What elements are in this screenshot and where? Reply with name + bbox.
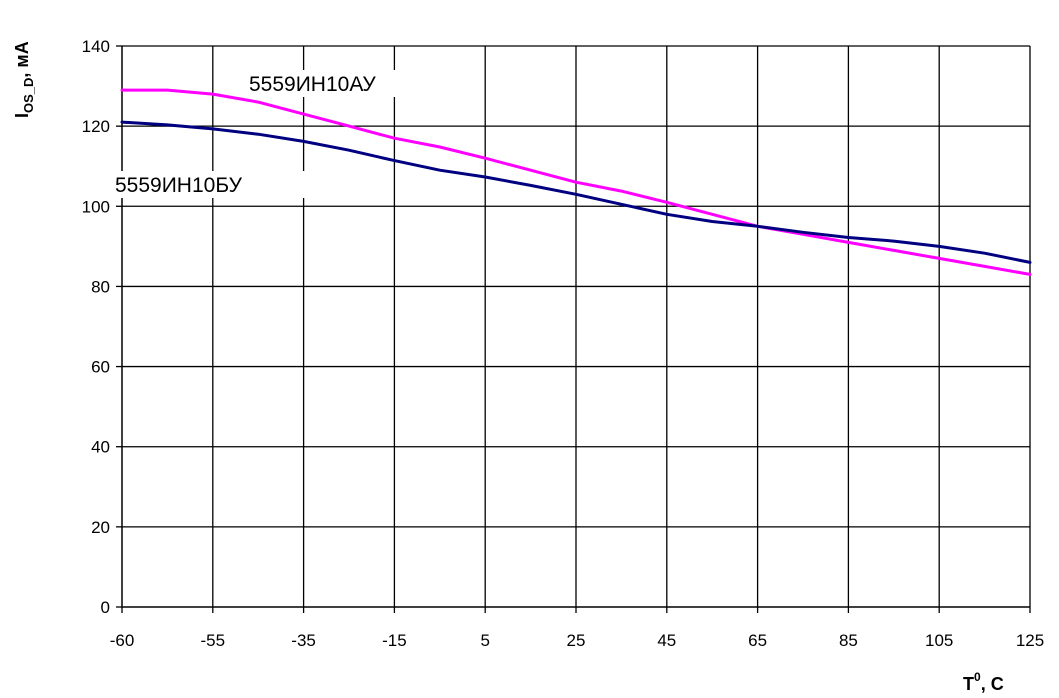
series-line-b (120, 120, 1032, 264)
grid (122, 45, 1031, 607)
x-axis-label: T0, C (963, 670, 1004, 694)
y-tick-label: 60 (91, 358, 110, 377)
x-tick-label: -15 (382, 631, 407, 650)
x-tick-label: 5 (480, 631, 489, 650)
y-tick-label: 0 (101, 598, 110, 617)
series-label-group-a: 5559ИН10АУ (247, 70, 433, 97)
y-tick-label: 40 (91, 438, 110, 457)
x-tick-label: 125 (1016, 631, 1044, 650)
y-tick-label: 140 (82, 37, 110, 56)
x-tick-label: 85 (839, 631, 858, 650)
series-lines (120, 88, 1032, 276)
axes (116, 45, 1031, 613)
y-tick-label: 100 (82, 197, 110, 216)
x-tick-label: 105 (925, 631, 953, 650)
series-line-a (120, 88, 1032, 276)
y-tick-labels: 0 20 40 60 80 100 120 140 (82, 37, 110, 617)
y-tick-label: 120 (82, 117, 110, 136)
x-tick-label: -55 (201, 631, 226, 650)
x-tick-label: 65 (748, 631, 767, 650)
series-label-a: 5559ИН10АУ (249, 73, 376, 96)
x-tick-label: -60 (110, 631, 135, 650)
x-tick-label: 25 (567, 631, 586, 650)
y-tick-label: 20 (91, 518, 110, 537)
series-label-b: 5559ИН10БУ (115, 174, 243, 197)
x-tick-label: -35 (291, 631, 316, 650)
series-label-group-b: 5559ИН10БУ (114, 171, 307, 198)
x-tick-label: 45 (657, 631, 676, 650)
y-tick-label: 80 (91, 277, 110, 296)
y-axis-label: IOS_D, мА (12, 41, 36, 118)
x-tick-labels: -60 -55 -35 -15 5 25 45 65 85 105 125 (110, 631, 1044, 650)
